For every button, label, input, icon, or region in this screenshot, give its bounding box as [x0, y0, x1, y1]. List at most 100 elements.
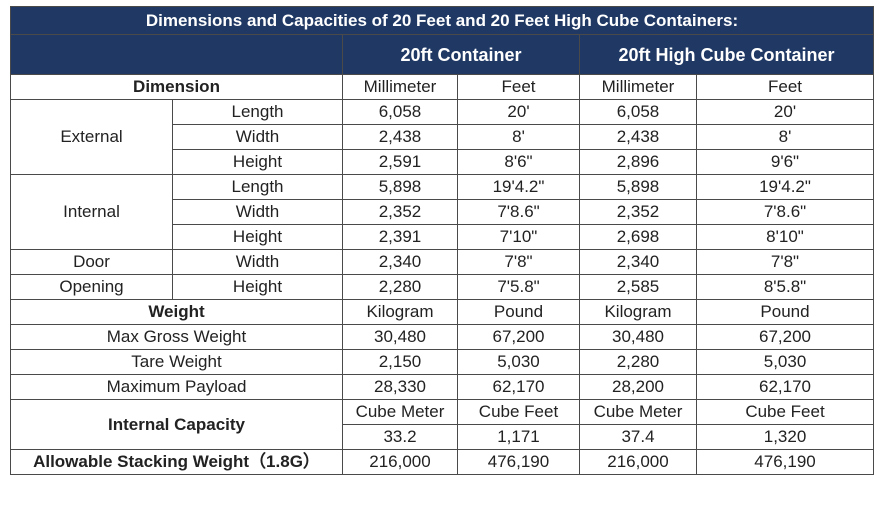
- value-cell: 1,171: [457, 424, 580, 450]
- unit-cell: Feet: [457, 74, 580, 100]
- value-cell: 28,330: [342, 374, 458, 400]
- value-cell: 2,391: [342, 224, 458, 250]
- table-row: External Length 6,058 20' 6,058 20': [10, 99, 875, 175]
- table-row: Maximum Payload 28,330 62,170 28,200 62,…: [10, 374, 875, 400]
- unit-cell: Cube Meter: [579, 399, 697, 425]
- value-cell: 5,030: [457, 349, 580, 375]
- weight-label: Weight: [10, 299, 343, 325]
- header-20ft-container: 20ft Container: [342, 34, 580, 75]
- value-cell: 8': [457, 124, 580, 150]
- value-cell: 5,030: [695, 349, 875, 375]
- table-row: 33.2 1,171 37.4 1,320: [11, 424, 875, 450]
- group-label-opening: Opening: [10, 274, 173, 300]
- value-cell: 2,438: [342, 124, 458, 150]
- value-cell: 19'4.2": [457, 174, 580, 200]
- weight-unit-row: Weight Kilogram Pound Kilogram Pound: [10, 299, 875, 325]
- table-row: Opening Height 2,280 7'5.8" 2,585 8'5.8": [10, 274, 875, 300]
- value-cell: 67,200: [457, 324, 580, 350]
- value-cell: 37.4: [579, 424, 697, 450]
- value-cell: 7'8.6": [695, 199, 875, 225]
- unit-cell: Cube Feet: [457, 399, 580, 425]
- value-cell: 20': [457, 99, 580, 125]
- value-cell: 216,000: [579, 449, 697, 475]
- group-label-external: External: [10, 99, 173, 175]
- table-row: Width 2,352 7'8.6" 2,352 7'8.6": [11, 199, 875, 225]
- group-label-internal: Internal: [10, 174, 173, 250]
- value-cell: 7'8.6": [457, 199, 580, 225]
- value-cell: 1,320: [695, 424, 875, 450]
- unit-cell: Pound: [457, 299, 580, 325]
- unit-cell: Kilogram: [342, 299, 458, 325]
- value-cell: 5,898: [579, 174, 697, 200]
- header-20ft-high-cube: 20ft High Cube Container: [578, 34, 875, 75]
- unit-cell: Cube Feet: [695, 399, 875, 425]
- title-row: Dimensions and Capacities of 20 Feet and…: [9, 6, 875, 35]
- table-row: Max Gross Weight 30,480 67,200 30,480 67…: [10, 324, 875, 350]
- group-label-door: Door: [10, 249, 173, 275]
- row-label: Length: [172, 174, 343, 200]
- row-label: Height: [172, 149, 343, 175]
- value-cell: 216,000: [342, 449, 458, 475]
- value-cell: 67,200: [695, 324, 875, 350]
- unit-cell: Feet: [695, 74, 875, 100]
- row-label: Width: [172, 124, 343, 150]
- row-label: Height: [172, 224, 343, 250]
- row-label: Maximum Payload: [10, 374, 343, 400]
- value-cell: 30,480: [579, 324, 697, 350]
- table-row: Height 2,591 8'6" 2,896 9'6": [11, 149, 875, 175]
- table-row: Height 2,391 7'10" 2,698 8'10": [11, 224, 875, 250]
- value-cell: 476,190: [457, 449, 580, 475]
- container-spec-table-wrapper: Dimensions and Capacities of 20 Feet and…: [9, 6, 875, 475]
- value-cell: 2,896: [579, 149, 697, 175]
- value-cell: 8': [695, 124, 875, 150]
- value-cell: 30,480: [342, 324, 458, 350]
- table-row: Internal Length 5,898 19'4.2" 5,898 19'4…: [10, 174, 875, 250]
- value-cell: 8'10": [695, 224, 875, 250]
- value-cell: 476,190: [695, 449, 875, 475]
- value-cell: 2,352: [579, 199, 697, 225]
- table-row: Width 2,438 8' 2,438 8': [11, 124, 875, 150]
- unit-cell: Millimeter: [342, 74, 458, 100]
- value-cell: 28,200: [579, 374, 697, 400]
- value-cell: 9'6": [695, 149, 875, 175]
- value-cell: 7'10": [457, 224, 580, 250]
- row-label: Length: [172, 99, 343, 125]
- dimension-unit-row: Dimension Millimeter Feet Millimeter Fee…: [10, 74, 875, 100]
- row-label: Tare Weight: [10, 349, 343, 375]
- row-label: Width: [172, 249, 343, 275]
- value-cell: 19'4.2": [695, 174, 875, 200]
- unit-cell: Cube Meter: [342, 399, 458, 425]
- value-cell: 6,058: [579, 99, 697, 125]
- value-cell: 8'5.8": [695, 274, 875, 300]
- value-cell: 62,170: [695, 374, 875, 400]
- value-cell: 33.2: [342, 424, 458, 450]
- table-title: Dimensions and Capacities of 20 Feet and…: [9, 6, 875, 35]
- row-label: Height: [172, 274, 343, 300]
- value-cell: 2,698: [579, 224, 697, 250]
- value-cell: 20': [695, 99, 875, 125]
- value-cell: 2,340: [579, 249, 697, 275]
- column-header-row: 20ft Container 20ft High Cube Container: [10, 34, 875, 75]
- table-row: Tare Weight 2,150 5,030 2,280 5,030: [10, 349, 875, 375]
- unit-cell: Pound: [695, 299, 875, 325]
- value-cell: 2,585: [579, 274, 697, 300]
- value-cell: 62,170: [457, 374, 580, 400]
- value-cell: 2,352: [342, 199, 458, 225]
- row-label: Max Gross Weight: [10, 324, 343, 350]
- value-cell: 7'8": [457, 249, 580, 275]
- value-cell: 2,280: [342, 274, 458, 300]
- value-cell: 5,898: [342, 174, 458, 200]
- value-cell: 7'5.8": [457, 274, 580, 300]
- value-cell: 8'6": [457, 149, 580, 175]
- value-cell: 2,438: [579, 124, 697, 150]
- dimension-label: Dimension: [10, 74, 343, 100]
- capacity-label: Internal Capacity: [10, 399, 343, 450]
- value-cell: 2,280: [579, 349, 697, 375]
- value-cell: 6,058: [342, 99, 458, 125]
- capacity-unit-row: Internal Capacity Cube Meter Cube Feet C…: [10, 399, 875, 450]
- value-cell: 2,150: [342, 349, 458, 375]
- table-row: Door Width 2,340 7'8" 2,340 7'8": [10, 249, 875, 275]
- unit-cell: Kilogram: [579, 299, 697, 325]
- value-cell: 2,340: [342, 249, 458, 275]
- value-cell: 2,591: [342, 149, 458, 175]
